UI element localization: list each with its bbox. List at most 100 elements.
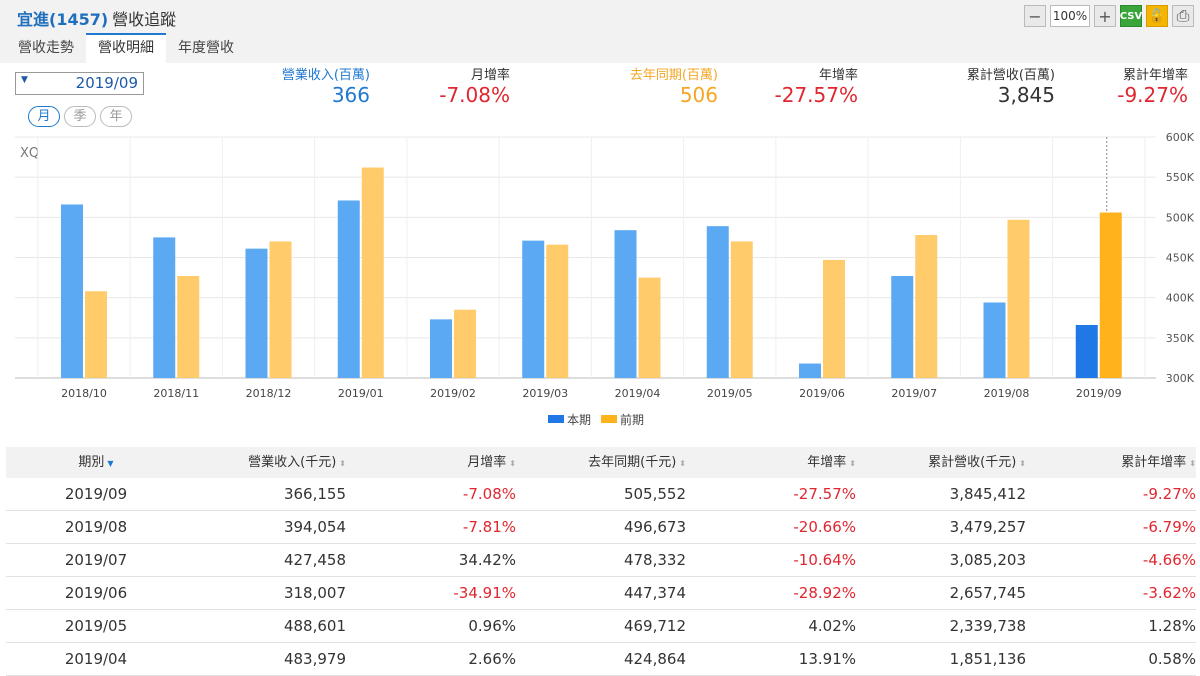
cell-last-year: 469,712 <box>623 617 686 635</box>
bar-previous[interactable] <box>269 241 292 378</box>
bar-current[interactable] <box>153 237 176 378</box>
bar-current[interactable] <box>337 200 360 378</box>
tab-annual-revenue[interactable]: 年度營收 <box>178 40 234 56</box>
bar-previous[interactable] <box>361 167 384 378</box>
cell-yoy: -10.64% <box>793 551 856 569</box>
legend-item-previous[interactable]: 前期 <box>601 411 644 428</box>
sort-desc-icon: ▼ <box>107 459 114 468</box>
cell-cum-yoy: -3.62% <box>1142 584 1196 602</box>
sort-icon: ⬍ <box>849 459 856 468</box>
cell-cum-yoy: -4.66% <box>1142 551 1196 569</box>
y-tick-label: 300K <box>1166 372 1195 385</box>
header-revenue[interactable]: 營業收入(千元) ⬍ <box>186 447 346 478</box>
cell-revenue: 394,054 <box>283 518 346 536</box>
stock-name[interactable]: 宜進(1457) <box>17 10 109 29</box>
bar-previous[interactable] <box>638 277 661 378</box>
bar-current[interactable] <box>430 319 452 378</box>
table-row[interactable]: 2019/08 394,054 -7.81% 496,673 -20.66% 3,479,… <box>6 511 1196 544</box>
cell-yoy: 4.02% <box>808 617 856 635</box>
cell-last-year: 447,374 <box>623 584 686 602</box>
page-title: 宜進(1457) 營收追蹤 <box>17 6 176 30</box>
bar-current[interactable] <box>983 302 1006 378</box>
header-cumulative[interactable]: 累計營收(千元) ⬍ <box>856 447 1026 478</box>
table-row[interactable]: 2019/07 427,458 34.42% 478,332 -10.64% 3,085,… <box>6 544 1196 577</box>
date-select[interactable]: ▼ 2019/09 <box>15 72 144 95</box>
sort-icon: ⬍ <box>509 459 516 468</box>
bar-current[interactable] <box>799 363 821 378</box>
bar-previous[interactable] <box>915 235 938 378</box>
zoom-out-button[interactable]: − <box>1024 5 1046 27</box>
bar-previous[interactable] <box>454 309 476 378</box>
table-row[interactable]: 2019/05 488,601 0.96% 469,712 4.02% 2,339,738… <box>6 610 1196 643</box>
date-select-value: 2019/09 <box>75 74 138 92</box>
stat-revenue-value: 366 <box>331 83 370 107</box>
cell-revenue: 483,979 <box>283 650 346 668</box>
lock-icon[interactable]: 🔓 <box>1146 5 1168 27</box>
cell-mom: 34.42% <box>458 551 516 569</box>
stat-cumulative: 累計營收(百萬) 3,845 <box>915 64 1055 107</box>
period-year-button[interactable]: 年 <box>100 106 132 127</box>
cell-mom: -7.81% <box>462 518 516 536</box>
header-mom[interactable]: 月增率 ⬍ <box>346 447 516 478</box>
bar-current[interactable] <box>891 275 914 378</box>
cell-last-year: 505,552 <box>623 485 686 503</box>
cell-yoy: 13.91% <box>798 650 856 668</box>
print-icon[interactable]: ⎙ <box>1172 5 1194 27</box>
cell-revenue: 427,458 <box>283 551 346 569</box>
period-quarter-button[interactable]: 季 <box>64 106 96 127</box>
header-period[interactable]: 期別 ▼ <box>6 447 186 478</box>
tab-revenue-trend[interactable]: 營收走勢 <box>18 40 74 56</box>
y-tick-label: 500K <box>1166 211 1195 224</box>
table-row[interactable]: 2019/09 366,155 -7.08% 505,552 -27.57% 3,845,… <box>6 478 1196 511</box>
stat-mom-label: 月增率 <box>470 68 510 83</box>
csv-export-button[interactable]: CSV <box>1120 5 1142 27</box>
bar-current[interactable] <box>1075 324 1098 378</box>
chart-legend: 本期 前期 <box>548 411 644 428</box>
header-last-year[interactable]: 去年同期(千元) ⬍ <box>516 447 686 478</box>
stat-mom: 月增率 -7.08% <box>380 64 510 107</box>
bar-current[interactable] <box>614 230 637 378</box>
cell-cumulative: 2,339,738 <box>949 617 1026 635</box>
bar-previous[interactable] <box>546 244 569 378</box>
cell-period: 2019/09 <box>64 485 128 503</box>
table-row[interactable]: 2019/04 483,979 2.66% 424,864 13.91% 1,851,13… <box>6 643 1196 676</box>
stat-last-year: 去年同期(百萬) 506 <box>580 64 718 107</box>
bar-current[interactable] <box>706 226 729 378</box>
cell-yoy: -20.66% <box>793 518 856 536</box>
cell-mom: 0.96% <box>468 617 516 635</box>
header-period-label: 期別 <box>78 455 105 470</box>
stat-cum-yoy-label: 累計年增率 <box>1122 68 1188 83</box>
bar-current[interactable] <box>61 204 83 378</box>
bar-current[interactable] <box>522 240 545 378</box>
cell-cumulative: 2,657,745 <box>949 584 1026 602</box>
y-tick-label: 600K <box>1166 131 1195 144</box>
header-yoy[interactable]: 年增率 ⬍ <box>686 447 856 478</box>
cell-cumulative: 3,845,412 <box>949 485 1026 503</box>
bar-previous[interactable] <box>1099 212 1122 378</box>
stat-cumulative-value: 3,845 <box>997 83 1055 107</box>
header-mom-label: 月增率 <box>467 455 507 470</box>
bar-previous[interactable] <box>85 291 107 378</box>
y-tick-label: 550K <box>1166 171 1195 184</box>
bar-previous[interactable] <box>177 275 200 378</box>
bar-previous[interactable] <box>823 259 845 378</box>
x-tick-label: 2018/11 <box>153 387 199 400</box>
table-row[interactable]: 2019/06 318,007 -34.91% 447,374 -28.92% 2,657… <box>6 577 1196 610</box>
zoom-in-button[interactable]: + <box>1094 5 1116 27</box>
cell-period: 2019/07 <box>64 551 128 569</box>
period-month-button[interactable]: 月 <box>28 106 60 127</box>
bar-previous[interactable] <box>1007 219 1030 378</box>
stat-yoy-value: -27.57% <box>774 83 858 107</box>
x-tick-label: 2019/03 <box>522 387 568 400</box>
x-tick-label: 2019/07 <box>891 387 937 400</box>
cell-mom: -7.08% <box>462 485 516 503</box>
bar-previous[interactable] <box>730 241 753 378</box>
x-tick-label: 2019/06 <box>799 387 845 400</box>
tab-revenue-detail[interactable]: 營收明細 <box>86 33 166 63</box>
bar-current[interactable] <box>245 248 268 378</box>
header-cum-yoy[interactable]: 累計年增率 ⬍ <box>1026 447 1196 478</box>
sort-icon: ⬍ <box>1189 459 1196 468</box>
stat-mom-value: -7.08% <box>439 83 510 107</box>
legend-item-current[interactable]: 本期 <box>548 411 591 428</box>
